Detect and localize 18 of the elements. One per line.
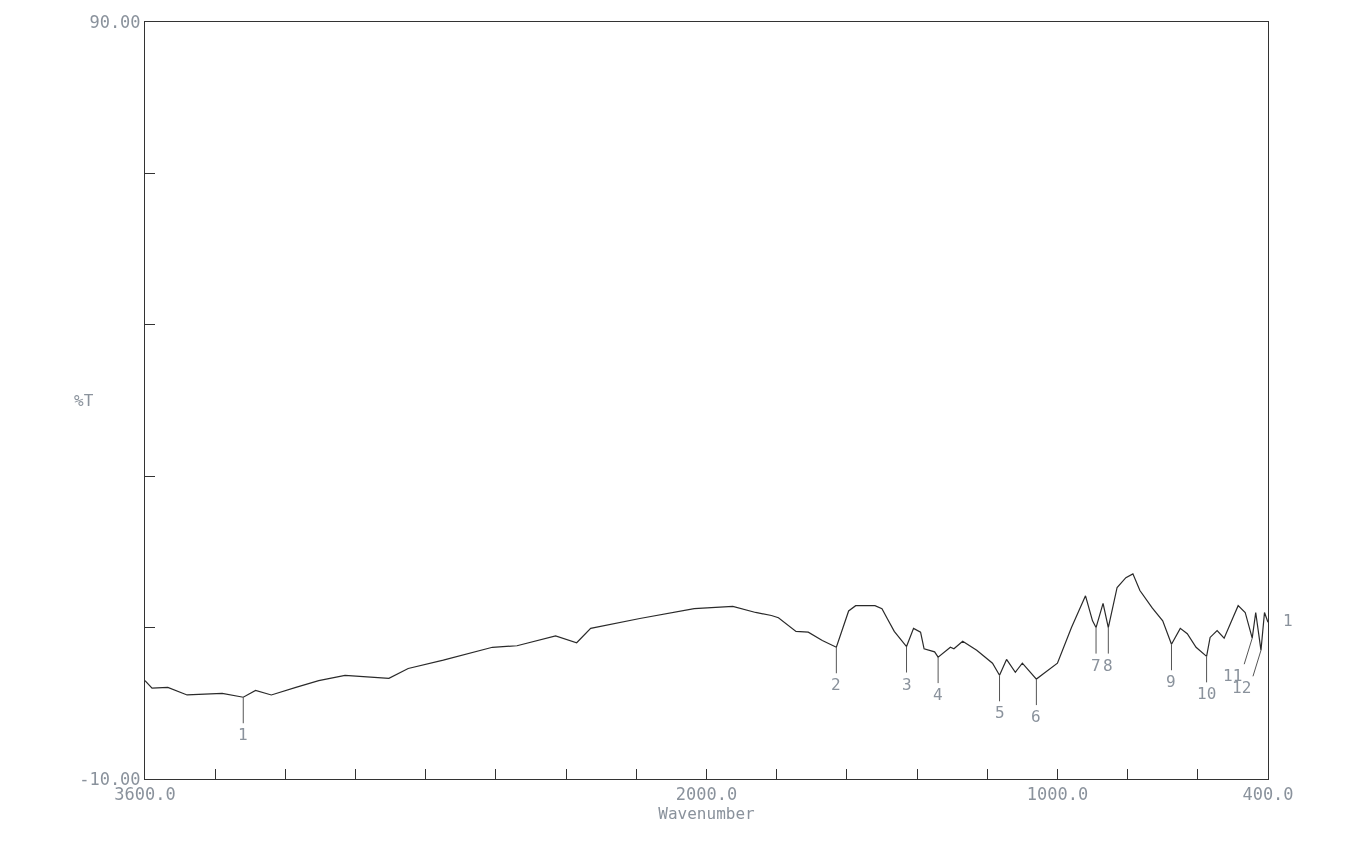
annotation: 10 bbox=[1197, 684, 1217, 703]
annotation: 9 bbox=[1166, 672, 1176, 691]
annotation: 2 bbox=[831, 675, 841, 694]
annotation: 4 bbox=[933, 685, 943, 704]
x-axis-title: Wavenumber bbox=[658, 804, 756, 824]
annotation: 3 bbox=[902, 675, 912, 694]
text: 1 bbox=[1283, 611, 1293, 630]
x-tick-label: 400.0 bbox=[1242, 784, 1294, 805]
x-tick-label: 2000.0 bbox=[675, 784, 738, 805]
x-tick-label: 3600.0 bbox=[114, 784, 176, 805]
annotation: 8 bbox=[1103, 656, 1113, 675]
x-tick-label: 1000.0 bbox=[1026, 784, 1089, 805]
annotation: 7 bbox=[1091, 656, 1101, 675]
y-axis-title: %T bbox=[74, 391, 94, 410]
annotation: 1 bbox=[238, 725, 248, 744]
annotation: 6 bbox=[1031, 707, 1041, 726]
annotation: 5 bbox=[995, 703, 1005, 722]
y-tick-label: 90.00 bbox=[89, 11, 141, 32]
